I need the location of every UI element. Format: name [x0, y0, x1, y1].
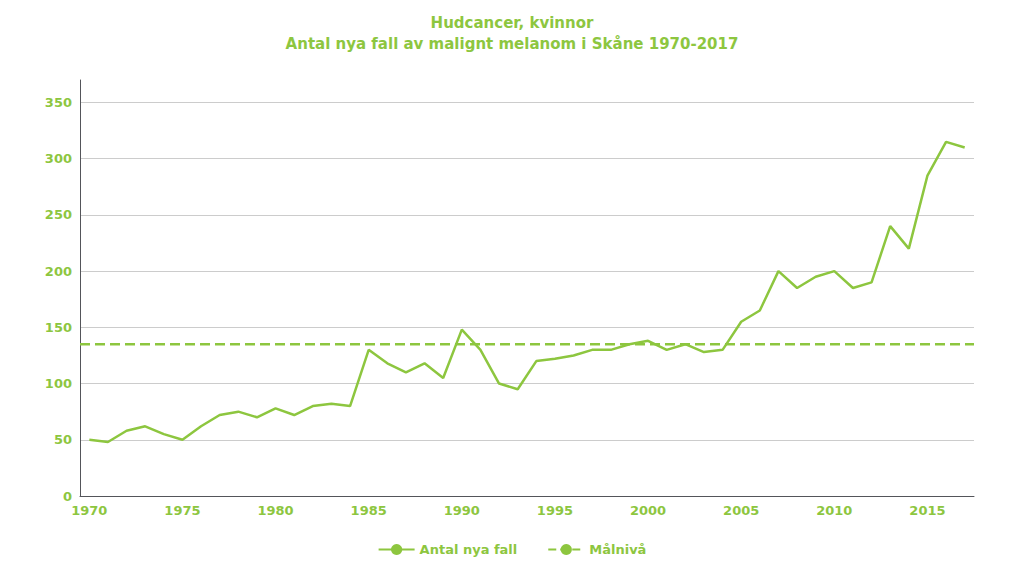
svg-text:150: 150 — [45, 320, 72, 335]
svg-text:2000: 2000 — [630, 503, 666, 518]
svg-text:250: 250 — [45, 207, 72, 222]
svg-text:0: 0 — [63, 489, 72, 504]
svg-text:1990: 1990 — [444, 503, 480, 518]
svg-text:350: 350 — [45, 95, 72, 110]
svg-text:300: 300 — [45, 151, 72, 166]
svg-text:100: 100 — [45, 376, 72, 391]
svg-text:1980: 1980 — [257, 503, 293, 518]
svg-text:1970: 1970 — [71, 503, 107, 518]
svg-text:Målnivå: Målnivå — [589, 542, 646, 557]
svg-text:2010: 2010 — [816, 503, 852, 518]
svg-text:200: 200 — [45, 264, 72, 279]
svg-text:Antal nya fall av malignt mela: Antal nya fall av malignt melanom i Skån… — [286, 35, 739, 53]
svg-text:1975: 1975 — [164, 503, 200, 518]
svg-text:Hudcancer, kvinnor: Hudcancer, kvinnor — [431, 14, 594, 32]
svg-text:50: 50 — [54, 432, 72, 447]
svg-text:2015: 2015 — [909, 503, 945, 518]
svg-text:1995: 1995 — [537, 503, 573, 518]
svg-text:2005: 2005 — [723, 503, 759, 518]
svg-text:1985: 1985 — [351, 503, 387, 518]
svg-text:Antal nya fall: Antal nya fall — [420, 542, 518, 557]
